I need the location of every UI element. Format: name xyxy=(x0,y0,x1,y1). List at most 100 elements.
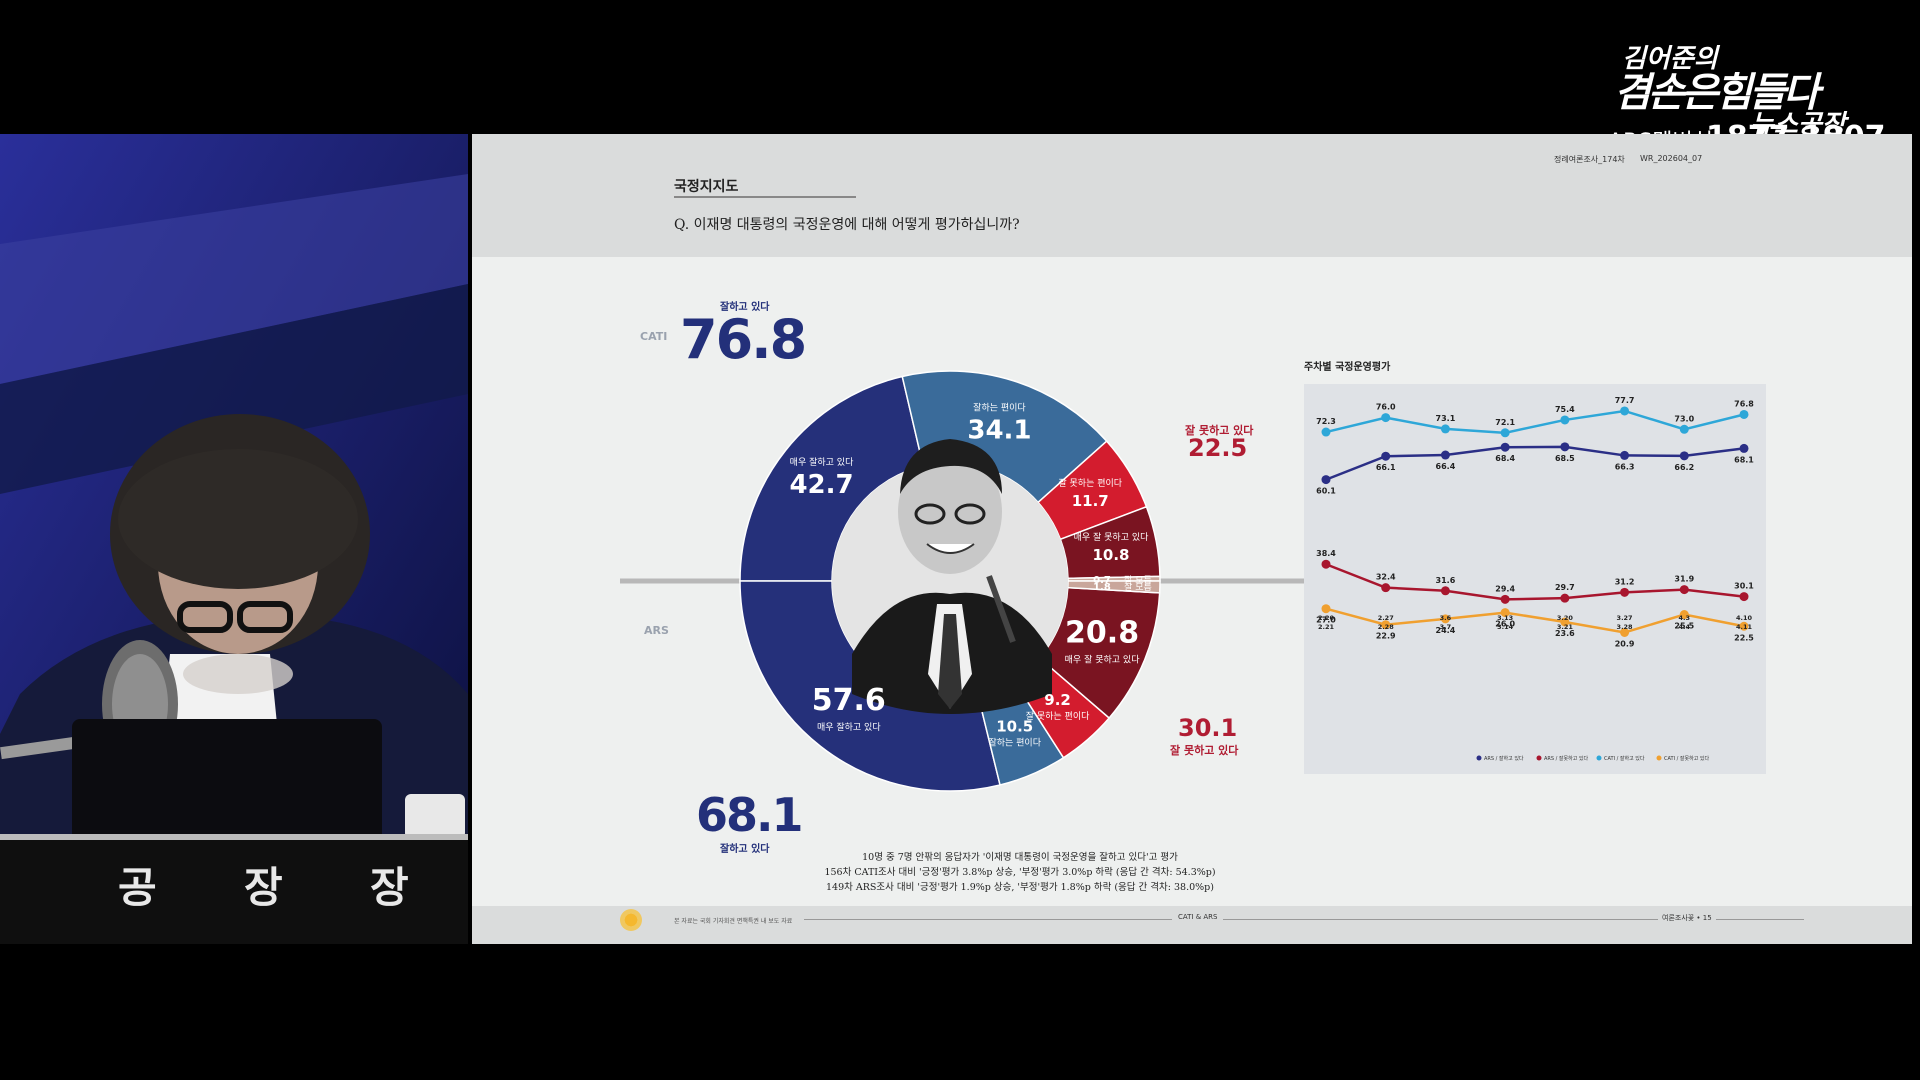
line-labels: 72.3 76.0 73.1 72.1 75.4 77.7 73.0 76.8 60.1 66.1… xyxy=(1316,396,1754,649)
legend-swatch xyxy=(1476,755,1482,761)
header-meta-1: 정례여론조사_174차 xyxy=(1554,155,1625,164)
note-line: 149차 ARS조사 대비 '긍정'평가 1.9%p 상승, '부정'평가 1.… xyxy=(826,882,1214,893)
slide-footer xyxy=(472,906,1912,944)
section-title-underline xyxy=(674,196,856,198)
x-tick-label: 4.3 xyxy=(1679,614,1691,622)
series-value-label: 29.4 xyxy=(1495,584,1515,593)
x-tick-label: 2.28 xyxy=(1378,623,1395,631)
legend-label: CATI / 잘못하고 있다 xyxy=(1664,755,1710,762)
cati-label: CATI xyxy=(640,330,668,343)
x-tick-label: 4.10 xyxy=(1736,614,1753,622)
series-point xyxy=(1620,406,1630,416)
series-point xyxy=(1440,424,1450,434)
donut-slice-label: 잘 못하는 편이다 xyxy=(1026,710,1090,722)
footer-right: 여론조사꽃 • 15 xyxy=(1658,913,1716,923)
series-point xyxy=(1440,614,1450,624)
donut-value-label: 1.8 xyxy=(1093,582,1111,593)
series-point xyxy=(1560,593,1570,603)
x-tick-label: 3.14 xyxy=(1497,623,1514,631)
series-point xyxy=(1620,587,1630,597)
cati-positive-total: 76.8 xyxy=(680,308,807,371)
series-point xyxy=(1739,409,1749,419)
series-value-label: 72.1 xyxy=(1495,418,1515,427)
note-line: 10명 중 7명 안팎의 응답자가 '이재명 대통령이 국정운영을 잘하고 있다… xyxy=(862,852,1178,863)
x-tick-label: 3.20 xyxy=(1557,614,1574,622)
line-points xyxy=(1321,406,1749,637)
donut-slice-label: 잘 모름 xyxy=(1124,574,1152,586)
donut-slice-label: 잘하는 편이다 xyxy=(973,402,1026,414)
series-value-label: 22.5 xyxy=(1734,633,1754,642)
donut-value-label: 10.5 xyxy=(996,718,1033,736)
ars-positive-total: 68.1 xyxy=(696,788,803,842)
x-tick-label: 3.7 xyxy=(1440,623,1452,631)
show-logo: 김어준의 겸손은힘들다 뉴스공장 ARS멤버십 1877-1907 xyxy=(1600,38,1900,155)
series-point xyxy=(1321,604,1331,614)
x-tick-label: 4.4 xyxy=(1679,623,1691,631)
series-value-label: 23.6 xyxy=(1555,629,1575,638)
donut-labels: 매우 잘하고 있다 42.7 잘하는 편이다 34.1 잘 못하는 편이다 11.7 매우 … xyxy=(789,402,1151,749)
cati-negative-total: 22.5 xyxy=(1188,434,1248,462)
series-value-label: 32.4 xyxy=(1376,573,1396,582)
donut-slice-label: 매우 잘 못하고 있다 xyxy=(1074,531,1150,543)
donut-value-label: 0.7 xyxy=(1093,575,1111,586)
donut-slice-label: 잘하는 편이다 xyxy=(988,737,1041,749)
series-value-label: 68.5 xyxy=(1555,454,1575,463)
series-value-label: 30.1 xyxy=(1734,582,1754,591)
series-point xyxy=(1381,451,1391,461)
x-tick-label: 2.21 xyxy=(1318,623,1335,631)
series-point xyxy=(1679,585,1689,595)
series-value-label: 26.0 xyxy=(1495,620,1515,629)
donut-chart: 매우 잘하고 있다 42.7 잘하는 편이다 34.1 잘 못하는 편이다 11.7 매우 … xyxy=(620,370,1472,792)
ars-label: ARS xyxy=(644,624,669,637)
x-tick-label: 4.11 xyxy=(1736,623,1753,631)
note-line: 156차 CATI조사 대비 '긍정'평가 3.8%p 상승, '부정'평가 3… xyxy=(824,867,1216,878)
donut-value-label: 42.7 xyxy=(789,470,853,500)
ars-negative-total: 30.1 xyxy=(1178,714,1238,742)
series-point xyxy=(1321,475,1331,485)
donut-value-label: 10.8 xyxy=(1092,546,1129,564)
donut-value-label: 9.2 xyxy=(1044,691,1071,709)
series-line xyxy=(1325,445,1745,481)
slide-header xyxy=(472,134,1912,257)
section-title: 국정지지도 xyxy=(674,179,739,195)
series-value-label: 31.6 xyxy=(1436,576,1456,585)
legend-swatch xyxy=(1596,755,1602,761)
series-value-label: 68.4 xyxy=(1495,454,1515,463)
donut-value-label: 20.8 xyxy=(1065,615,1139,650)
legend-label: ARS / 잘하고 있다 xyxy=(1484,755,1524,762)
question-text: Q. 이재명 대통령의 국정운영에 대해 어떻게 평가하십니까? xyxy=(674,217,1020,233)
series-point xyxy=(1381,620,1391,630)
x-tick-label: 2.27 xyxy=(1378,614,1394,622)
desk-sign-char: 장 xyxy=(244,863,283,912)
line-series xyxy=(1325,409,1745,634)
series-point xyxy=(1739,443,1749,453)
series-value-label: 68.1 xyxy=(1734,455,1754,464)
series-point xyxy=(1381,583,1391,593)
series-value-label: 60.1 xyxy=(1316,487,1336,496)
footer-small: 본 자료는 국회 기자회견 면책특권 내 보도 자료 xyxy=(674,918,793,925)
series-value-label: 66.4 xyxy=(1436,462,1456,471)
series-value-label: 77.7 xyxy=(1615,396,1635,405)
donut-slice-label: 잘 모름 xyxy=(1124,581,1152,593)
cati-negative-caption: 잘 못하고 있다 xyxy=(1185,424,1254,437)
donut-slice-label: 매우 잘하고 있다 xyxy=(790,456,854,468)
series-point xyxy=(1560,617,1570,627)
series-point xyxy=(1679,424,1689,434)
x-tick-label: 3.6 xyxy=(1440,614,1452,622)
series-value-label: 38.4 xyxy=(1316,549,1336,558)
series-point xyxy=(1440,586,1450,596)
series-line xyxy=(1325,563,1745,601)
series-point xyxy=(1620,450,1630,460)
series-value-label: 75.4 xyxy=(1555,405,1575,414)
donut-slice-label: 잘 못하는 편이다 xyxy=(1058,477,1122,489)
series-value-label: 27.0 xyxy=(1316,616,1336,625)
line-chart: 72.3 76.0 73.1 72.1 75.4 77.7 73.0 76.8 60.1 66.1… xyxy=(1316,396,1754,762)
survey-slide: 정례여론조사_174차 WR_202604_07 국정지지도 Q. 이재명 대통… xyxy=(472,134,1912,944)
donut-slice-label: 매우 잘하고 있다 xyxy=(817,721,881,733)
series-point xyxy=(1440,450,1450,460)
series-point xyxy=(1381,413,1391,423)
series-value-label: 73.0 xyxy=(1674,414,1694,423)
legend-label: ARS / 잘못하고 있다 xyxy=(1544,755,1589,762)
series-point xyxy=(1739,592,1749,602)
footer-rule xyxy=(804,919,1804,920)
